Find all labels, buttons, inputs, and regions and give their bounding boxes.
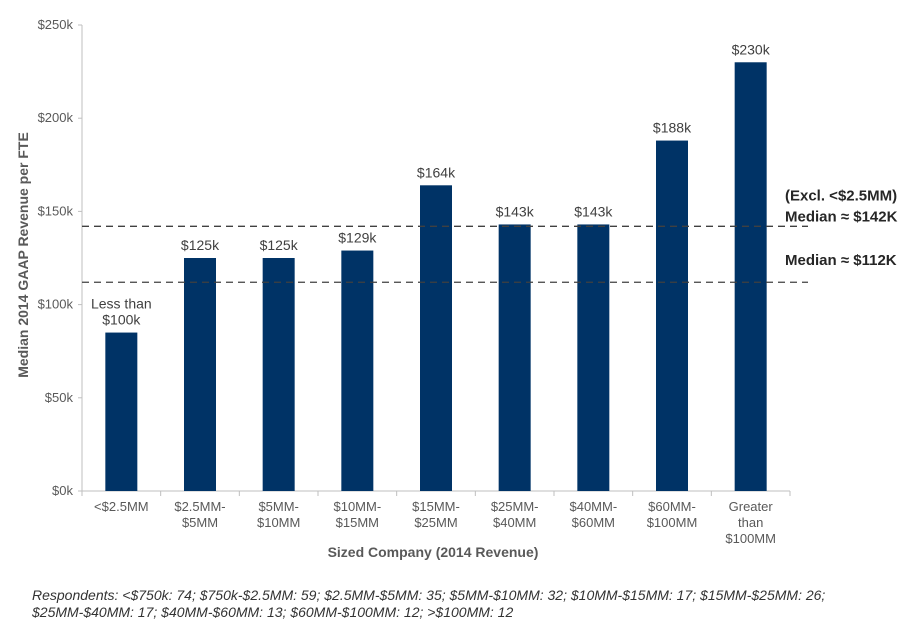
bar (656, 140, 688, 491)
y-axis-title: Median 2014 GAAP Revenue per FTE (15, 132, 31, 378)
x-axis: <$2.5MM $2.5MM-$5MM $5MM-$10MM $10MM-$15MM $… (81, 490, 791, 546)
y-tick-label: $150k (38, 203, 74, 218)
bar-chart: $0k $50k $100k $150k $200k $250k <$2.5MM $2.5M… (15, 17, 898, 560)
y-tick-label: $100k (38, 297, 74, 312)
x-tick-label: $60MM-$100MM (647, 499, 698, 530)
x-tick-label: <$2.5MM (94, 499, 149, 514)
y-tick-label: $200k (38, 110, 74, 125)
median-label: Median ≈ $112K (785, 252, 897, 269)
x-tick-label: $40MM-$60MM (569, 499, 617, 530)
data-label: $143k (496, 203, 535, 219)
respondents-footnote: Respondents: <$750k: 74; $750k-$2.5MM: 5… (32, 587, 826, 620)
bars (105, 62, 767, 491)
data-label: $129k (338, 230, 377, 246)
data-label: $125k (260, 237, 299, 253)
data-label: $230k (732, 41, 771, 57)
x-tick-label: $10MM-$15MM (333, 499, 381, 530)
data-label: $188k (653, 120, 692, 136)
y-tick-label: $50k (45, 390, 74, 405)
bar (734, 62, 767, 491)
x-tick-label: $5MM-$10MM (257, 499, 300, 530)
bar (105, 332, 138, 491)
x-tick-label: $25MM-$40MM (491, 499, 539, 530)
data-label: $143k (574, 203, 613, 219)
x-tick-label: Greater than $100MM (725, 499, 776, 546)
y-tick-label: $0k (52, 483, 73, 498)
x-tick-label: $15MM-$25MM (412, 499, 460, 530)
bar (262, 258, 295, 491)
data-label: $125k (181, 237, 220, 253)
bar (420, 185, 452, 491)
median-label: (Excl. <$2.5MM) Median ≈ $142K (785, 187, 898, 225)
bar (498, 224, 531, 491)
data-labels: Less than $100k $125k $125k $129k $164k $143k $… (91, 41, 771, 327)
y-tick-label: $250k (38, 17, 74, 32)
x-axis-title: Sized Company (2014 Revenue) (328, 544, 539, 560)
bar (577, 224, 610, 491)
bar (341, 250, 374, 491)
data-label: $164k (417, 164, 456, 180)
y-axis: $0k $50k $100k $150k $200k $250k (38, 17, 83, 498)
bar (184, 258, 216, 491)
data-label: Less than $100k (91, 296, 152, 328)
reference-lines: (Excl. <$2.5MM) Median ≈ $142K Median ≈ $1… (82, 187, 898, 283)
x-tick-label: $2.5MM-$5MM (174, 499, 225, 530)
